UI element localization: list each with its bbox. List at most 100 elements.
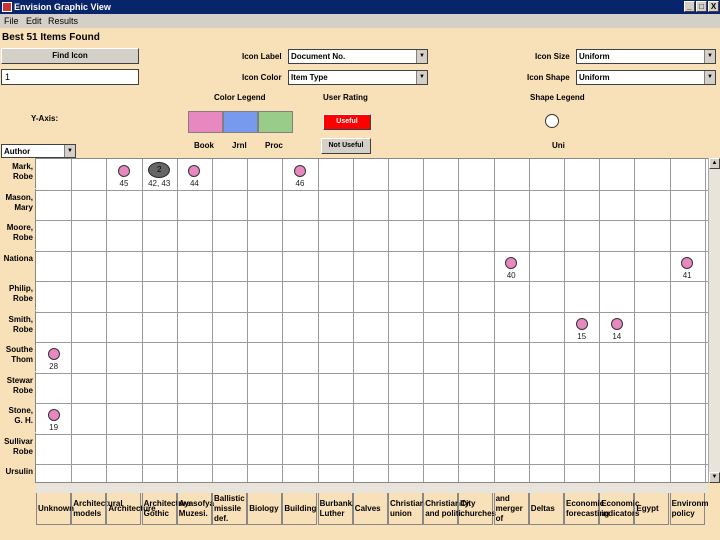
grid-column-line	[317, 159, 319, 482]
document-icon[interactable]	[118, 165, 130, 177]
grid-column-line	[71, 159, 73, 482]
document-icon[interactable]	[575, 317, 588, 330]
grid-row-line	[36, 403, 708, 404]
grid-column-line	[634, 159, 636, 482]
chevron-down-icon[interactable]: ▼	[416, 71, 427, 84]
book-legend-label: Book	[194, 141, 214, 150]
proceedings-swatch[interactable]	[258, 111, 293, 133]
column-label: Architecture	[106, 493, 156, 525]
icon-color-value: Item Type	[291, 73, 328, 82]
row-label-line: Ursulin	[5, 467, 33, 476]
grid-row-line	[36, 189, 708, 191]
column-label: Economic indicators	[599, 493, 639, 525]
not-useful-button[interactable]: Not Useful	[321, 138, 371, 154]
document-label: 42, 43	[148, 179, 171, 188]
menu-edit[interactable]: Edit	[26, 16, 42, 26]
column-label: Architectural models	[71, 493, 123, 525]
y-axis-select[interactable]: Author ▼	[1, 144, 76, 158]
icon-label-select[interactable]: Document No. ▼	[288, 49, 428, 64]
icon-size-select[interactable]: Uniform ▼	[576, 49, 716, 64]
icon-size-label: Icon Size	[535, 52, 570, 61]
menu-results[interactable]: Results	[48, 16, 79, 26]
document-icon[interactable]	[294, 165, 306, 177]
icon-size-value: Uniform	[579, 52, 610, 61]
row-label-line: Robe	[13, 324, 33, 334]
scroll-up-icon[interactable]: ▲	[709, 158, 720, 169]
row-label-line: Moore,	[6, 223, 33, 232]
row-label-line: Robe	[13, 294, 33, 303]
row-label-line: Stone,	[8, 406, 33, 415]
document-icon[interactable]	[610, 317, 623, 330]
row-label-line: Southe	[5, 345, 33, 354]
document-label: 44	[189, 179, 199, 188]
grid-column-line	[282, 159, 284, 482]
row-label-line: Mark,	[12, 162, 33, 171]
column-label: Biology	[247, 493, 283, 525]
icon-shape-label: Icon Shape	[527, 73, 570, 82]
grid-row-line	[36, 433, 708, 435]
chevron-down-icon[interactable]: ▼	[416, 50, 427, 63]
grid-row-line	[36, 342, 708, 343]
row-label-line: Philip,	[9, 284, 33, 293]
app-icon	[2, 2, 12, 12]
grid-row-line	[36, 250, 708, 252]
grid-row-line	[36, 220, 708, 221]
column-labels: Unknown Architectural models Architecture A…	[36, 493, 708, 525]
column-label: Calves	[352, 493, 388, 525]
row-labels: Mark, Robe Mason, Mary Moore, Robe Nationa Phil…	[0, 158, 36, 483]
menu-file[interactable]: File	[4, 16, 19, 26]
row-label: Stewar Robe	[0, 371, 36, 402]
grid-column-line	[493, 159, 495, 482]
document-label: 40	[506, 270, 516, 280]
chevron-down-icon[interactable]: ▼	[704, 71, 715, 84]
row-label-line: Stewar	[6, 375, 33, 385]
find-icon-input[interactable]: 1	[1, 69, 139, 85]
icon-shape-value: Uniform	[579, 73, 610, 82]
document-label: 14	[612, 331, 622, 341]
document-icon[interactable]	[47, 409, 60, 421]
y-axis-label: Y-Axis:	[31, 114, 59, 123]
grid-column-line	[352, 159, 354, 482]
journal-swatch[interactable]	[223, 111, 258, 133]
document-label: 28	[49, 362, 59, 371]
row-label: Mason, Mary	[0, 188, 36, 219]
user-rating-title: User Rating	[323, 93, 368, 102]
column-label: Building	[282, 493, 318, 525]
results-grid[interactable]: 45 2 42, 43 44 46 40 41 15 14 28 19	[36, 158, 708, 483]
chevron-down-icon[interactable]: ▼	[64, 145, 75, 157]
vertical-scrollbar[interactable]: ▲ ▼	[708, 158, 720, 483]
column-label: Egypt	[634, 493, 670, 525]
group-icon[interactable]: 2	[148, 162, 171, 178]
minimize-button[interactable]: _	[684, 1, 695, 12]
grid-column-line	[212, 159, 213, 482]
book-swatch[interactable]	[188, 111, 223, 133]
icon-color-select[interactable]: Item Type ▼	[288, 70, 428, 85]
icon-label-value: Document No.	[291, 52, 346, 61]
document-icon[interactable]	[47, 348, 60, 360]
column-label: Ballistic missile def.	[212, 493, 247, 525]
column-label: Environmt. policy	[669, 493, 708, 525]
find-icon-button[interactable]: Find Icon	[1, 48, 139, 64]
row-label-line: Robe	[13, 172, 33, 181]
grid-row-line	[36, 281, 708, 282]
document-icon[interactable]	[188, 165, 201, 177]
useful-button[interactable]: Useful	[323, 114, 371, 130]
scroll-down-icon[interactable]: ▼	[709, 472, 720, 483]
close-button[interactable]: X	[708, 1, 719, 12]
maximize-button[interactable]: □	[696, 1, 707, 12]
grid-row-line	[36, 464, 708, 465]
icon-shape-select[interactable]: Uniform ▼	[576, 70, 716, 85]
document-icon[interactable]	[681, 256, 694, 269]
row-label: Moore, Robe	[0, 219, 36, 249]
chevron-down-icon[interactable]: ▼	[704, 50, 715, 63]
horizontal-scrollbar[interactable]	[36, 483, 708, 493]
y-axis-value: Author	[4, 147, 31, 156]
icon-label-label: Icon Label	[242, 52, 282, 61]
document-icon[interactable]	[505, 256, 518, 269]
row-label: Smith, Robe	[0, 310, 36, 341]
column-label: City churches	[458, 493, 496, 525]
document-label: 41	[682, 270, 692, 280]
document-label: 45	[119, 179, 129, 188]
column-label: Architecture Gothic	[141, 493, 191, 525]
row-label-line: Robe	[13, 446, 33, 456]
